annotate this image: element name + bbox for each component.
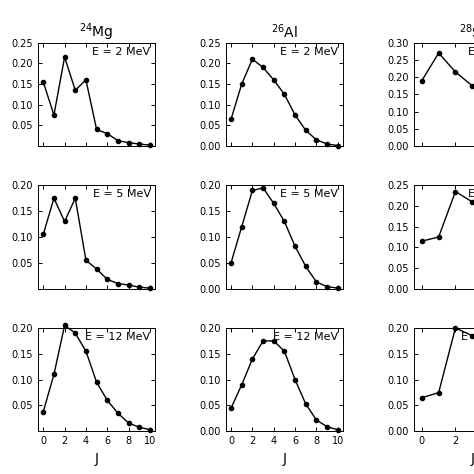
Text: E = 2 MeV: E = 2 MeV — [92, 47, 151, 57]
Text: E = 5 MeV: E = 5 MeV — [92, 190, 151, 200]
Text: E = 5 MeV: E = 5 MeV — [468, 190, 474, 200]
Title: $^{26}$Al: $^{26}$Al — [271, 23, 298, 42]
Title: $^{24}$Mg: $^{24}$Mg — [79, 21, 114, 43]
Text: E = 12 MeV: E = 12 MeV — [85, 332, 151, 342]
X-axis label: J: J — [283, 452, 286, 466]
X-axis label: J: J — [470, 452, 474, 466]
Text: E = 12 MeV: E = 12 MeV — [273, 332, 338, 342]
Text: E = 2 MeV: E = 2 MeV — [280, 47, 338, 57]
Title: $^{28}$Si: $^{28}$Si — [459, 23, 474, 42]
Text: E = 5 MeV: E = 5 MeV — [281, 190, 338, 200]
Text: E = 2 MeV: E = 2 MeV — [468, 47, 474, 57]
Text: E = 12 MeV: E = 12 MeV — [461, 332, 474, 342]
X-axis label: J: J — [95, 452, 99, 466]
